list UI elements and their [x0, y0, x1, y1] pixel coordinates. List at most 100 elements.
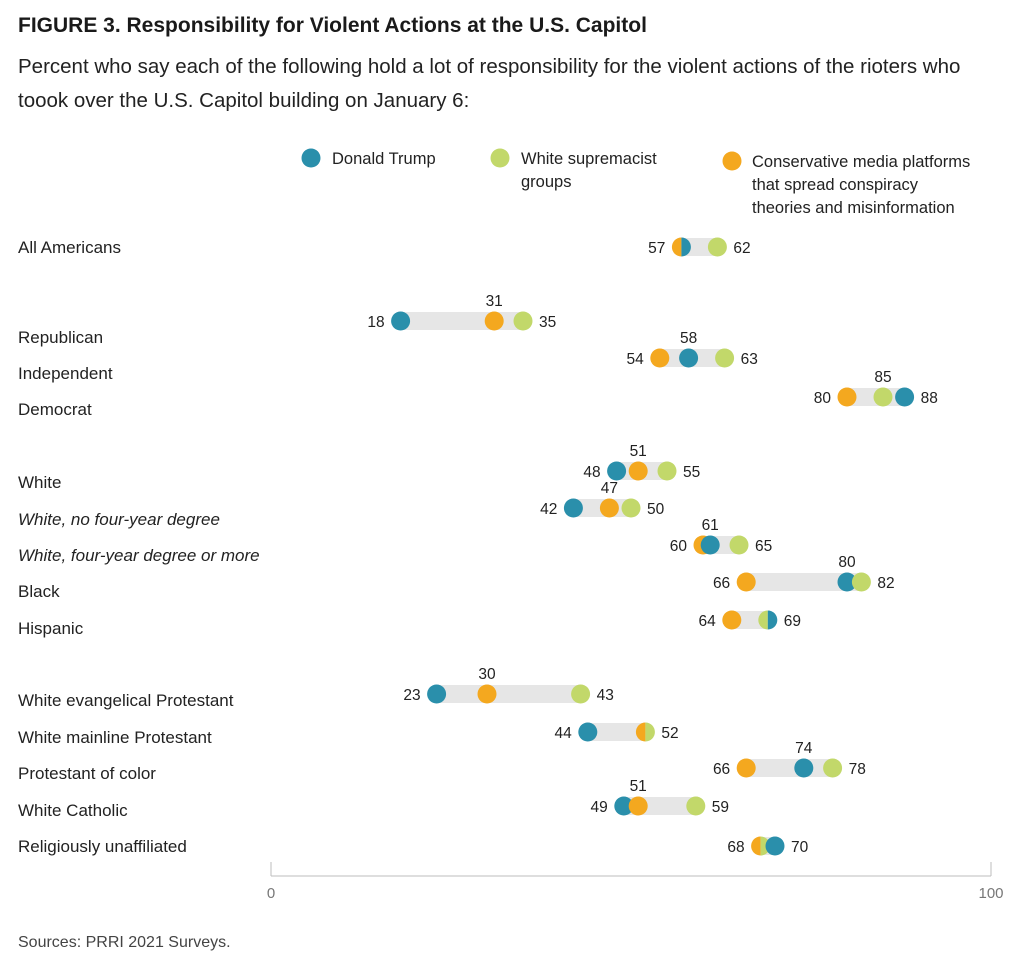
dot-white-supremacist	[513, 311, 533, 331]
legend-marker-conservative-media	[722, 151, 742, 171]
value-label: 78	[849, 761, 866, 778]
value-label: 88	[921, 390, 938, 407]
dot-trump	[794, 758, 814, 778]
dot-trump	[765, 836, 785, 856]
dot-white-supremacist	[758, 610, 768, 630]
dot-trump	[767, 610, 778, 630]
value-label: 49	[591, 799, 608, 816]
row-label: White Catholic	[18, 801, 128, 820]
legend-label-conservative-media: Conservative media platforms	[752, 153, 970, 171]
row-label: Independent	[18, 364, 113, 383]
dot-conservative-media	[722, 610, 742, 630]
chart-row: Black 66 82 80	[18, 554, 895, 601]
dot-conservative-media	[599, 498, 619, 518]
value-label: 74	[795, 740, 813, 757]
dot-white-supremacist	[571, 684, 591, 704]
value-label: 66	[713, 575, 730, 592]
legend-label-trump: Donald Trump	[332, 150, 436, 168]
value-label: 65	[755, 538, 772, 555]
row-label: White, four-year degree or more	[18, 546, 260, 565]
dot-trump	[427, 684, 447, 704]
dot-conservative-media	[650, 348, 670, 368]
dot-white-supremacist	[686, 796, 706, 816]
dot-trump	[895, 387, 915, 407]
chart-row: White, four-year degree or more 60 65 61	[18, 517, 772, 565]
value-label: 31	[486, 293, 503, 310]
row-label: Democrat	[18, 400, 92, 419]
dot-white-supremacist	[851, 572, 871, 592]
dot-conservative-media	[484, 311, 504, 331]
row-label: Religiously unaffiliated	[18, 837, 187, 856]
value-label: 35	[539, 314, 556, 331]
value-label: 18	[367, 314, 384, 331]
value-label: 51	[630, 778, 647, 795]
value-label: 68	[727, 839, 744, 856]
value-label: 64	[699, 613, 717, 630]
dot-trump	[563, 498, 583, 518]
value-label: 58	[680, 330, 697, 347]
chart-row: Democrat 80 88 85	[18, 369, 938, 419]
row-label: Hispanic	[18, 619, 84, 638]
dot-trump	[681, 237, 691, 257]
dot-white-supremacist	[715, 348, 735, 368]
chart-row: Religiously unaffiliated 68 70	[18, 836, 809, 856]
dot-conservative-media	[635, 722, 646, 742]
range-bar	[587, 723, 646, 741]
value-label: 48	[583, 464, 600, 481]
value-label: 63	[741, 351, 758, 368]
source-note: Sources: PRRI 2021 Surveys.	[18, 934, 231, 951]
figure-title: FIGURE 3. Responsibility for Violent Act…	[18, 14, 647, 37]
range-bar	[731, 611, 768, 629]
chart-row: Republican 18 35 31	[18, 293, 556, 347]
range-bar	[400, 312, 523, 330]
chart-row: White Catholic 49 59 51	[18, 778, 729, 820]
dot-conservative-media	[477, 684, 497, 704]
dot-white-supremacist	[823, 758, 843, 778]
x-tick-label: 100	[978, 885, 1003, 902]
dot-conservative-media	[628, 796, 648, 816]
dot-conservative-media	[671, 237, 682, 257]
row-label: All Americans	[18, 238, 121, 257]
legend-label-conservative-media: that spread conspiracy	[752, 176, 919, 194]
dot-trump	[391, 311, 411, 331]
chart-row: White mainline Protestant 44 52	[18, 722, 679, 747]
legend-label-white-supremacist: White supremacist	[521, 150, 657, 168]
value-label: 50	[647, 501, 665, 518]
dot-trump	[607, 461, 627, 481]
value-label: 47	[601, 480, 618, 497]
chart-rows: All Americans 57 62 Republican 18 35 31 Indepen…	[18, 237, 938, 856]
row-label: Protestant of color	[18, 764, 156, 783]
chart-row: White, no four-year degree 42 50 47	[18, 480, 665, 529]
range-bar	[746, 759, 833, 777]
value-label: 42	[540, 501, 557, 518]
value-label: 60	[670, 538, 688, 555]
dot-conservative-media	[628, 461, 648, 481]
dot-white-supremacist	[657, 461, 677, 481]
value-label: 23	[403, 687, 420, 704]
legend: Donald Trump White supremacist groups Conse…	[301, 148, 970, 217]
value-label: 62	[733, 240, 750, 257]
legend-marker-white-supremacist	[490, 148, 510, 168]
row-label: Black	[18, 582, 60, 601]
chart-row: Hispanic 64 69	[18, 610, 801, 638]
dot-white-supremacist	[645, 722, 655, 742]
row-label: Republican	[18, 328, 103, 347]
row-label: White, no four-year degree	[18, 510, 220, 529]
value-label: 52	[661, 725, 678, 742]
value-label: 80	[814, 390, 832, 407]
value-label: 61	[702, 517, 719, 534]
value-label: 54	[627, 351, 645, 368]
chart-row: Independent 54 63 58	[18, 330, 758, 383]
chart-row: Protestant of color 66 78 74	[18, 740, 866, 783]
dot-conservative-media	[736, 572, 756, 592]
row-label: White	[18, 473, 61, 492]
legend-label-white-supremacist: groups	[521, 173, 571, 191]
value-label: 85	[874, 369, 891, 386]
dot-conservative-media	[837, 387, 857, 407]
dot-trump	[700, 535, 720, 555]
dot-conservative-media	[736, 758, 756, 778]
x-tick-label: 0	[267, 885, 275, 902]
chart-row: All Americans 57 62	[18, 237, 751, 257]
dot-trump	[614, 796, 634, 816]
